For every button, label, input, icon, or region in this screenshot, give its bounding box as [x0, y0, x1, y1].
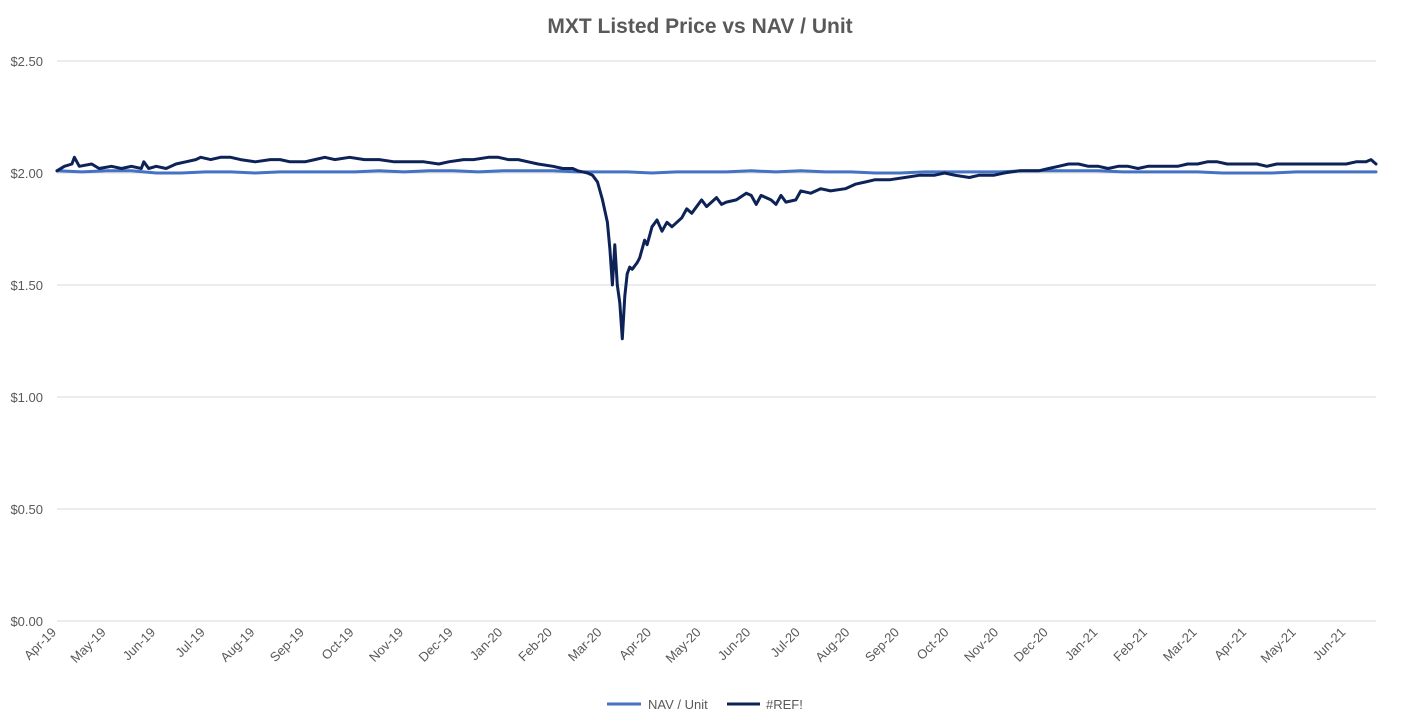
y-tick-label: $2.00	[10, 166, 43, 181]
legend: NAV / Unit #REF!	[607, 697, 803, 712]
x-tick-label: Jan-20	[467, 625, 506, 664]
gridlines	[57, 60, 1376, 622]
y-tick-label: $0.00	[10, 614, 43, 629]
series-lines	[55, 155, 1378, 341]
x-tick-label: Oct-19	[318, 625, 356, 663]
x-tick-label: Jan-21	[1062, 625, 1101, 664]
x-tick-label: Mar-20	[565, 625, 605, 665]
x-tick-label: Apr-20	[616, 625, 654, 663]
x-tick-label: Sep-19	[267, 625, 307, 665]
x-axis-ticks: Apr-19 May-19 Jun-19 Jul-19 Aug-19 Sep-19 Oct-…	[21, 625, 1348, 666]
series-line-0	[55, 169, 1378, 175]
x-tick-label: Jun-21	[1310, 625, 1349, 664]
x-tick-label: Oct-20	[913, 625, 951, 663]
x-tick-label: Apr-19	[21, 625, 59, 663]
x-tick-label: Jun-20	[715, 625, 754, 664]
x-tick-label: Dec-19	[416, 625, 456, 665]
y-tick-label: $0.50	[10, 502, 43, 517]
x-tick-label: Jun-19	[120, 625, 159, 664]
y-tick-label: $1.50	[10, 278, 43, 293]
x-tick-label: Mar-21	[1160, 625, 1200, 665]
x-tick-label: May-20	[662, 625, 703, 666]
x-tick-label: Sep-20	[862, 625, 902, 665]
y-tick-label: $2.50	[10, 54, 43, 69]
x-tick-label: Jul-19	[172, 625, 208, 661]
legend-label-1: #REF!	[766, 697, 803, 712]
x-tick-label: Apr-21	[1211, 625, 1249, 663]
y-axis-ticks: $0.00 $0.50 $1.00 $1.50 $2.00 $2.50	[10, 54, 43, 629]
x-tick-label: May-19	[67, 625, 108, 666]
x-tick-label: Feb-21	[1110, 625, 1150, 665]
x-tick-label: May-21	[1258, 625, 1299, 666]
x-tick-label: Feb-20	[515, 625, 555, 665]
chart-title: MXT Listed Price vs NAV / Unit	[547, 15, 852, 38]
x-tick-label: Nov-20	[961, 625, 1001, 665]
series-line-1	[55, 155, 1378, 341]
x-tick-label: Jul-20	[767, 625, 803, 661]
x-tick-label: Aug-20	[812, 625, 852, 665]
x-tick-label: Dec-20	[1011, 625, 1051, 665]
y-tick-label: $1.00	[10, 390, 43, 405]
legend-label-0: NAV / Unit	[648, 697, 708, 712]
x-tick-label: Aug-19	[217, 625, 257, 665]
x-tick-label: Nov-19	[366, 625, 406, 665]
